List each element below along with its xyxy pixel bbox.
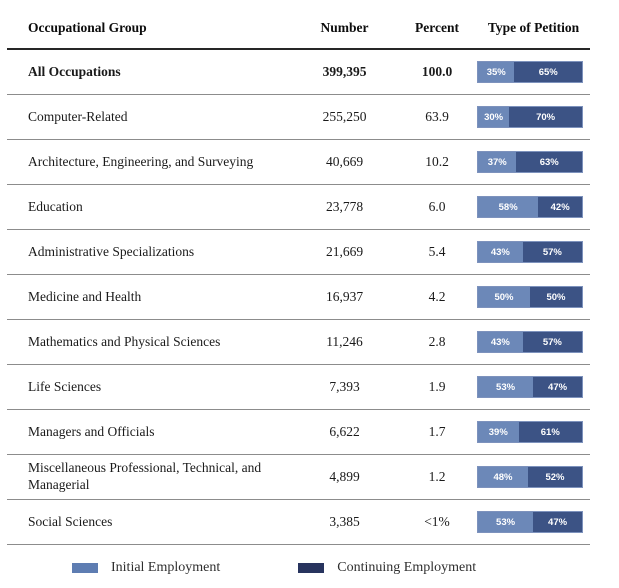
continuing-employment-swatch-icon bbox=[298, 563, 325, 573]
petition-table-figure: Occupational Group Number Percent Type o… bbox=[7, 8, 590, 576]
initial-employment-segment: 53% bbox=[478, 512, 534, 532]
table-row: Administrative Specializations 21,669 5.… bbox=[7, 230, 590, 275]
initial-employment-segment: 48% bbox=[478, 467, 528, 487]
table-row: Managers and Officials 6,622 1.7 39% 61% bbox=[7, 410, 590, 455]
continuing-employment-segment: 63% bbox=[516, 152, 582, 172]
table-row: Life Sciences 7,393 1.9 53% 47% bbox=[7, 365, 590, 410]
continuing-employment-segment: 57% bbox=[522, 242, 582, 262]
table-row: Computer-Related 255,250 63.9 30% 70% bbox=[7, 95, 590, 140]
row-percent-value: 1.2 bbox=[428, 469, 446, 484]
legend: Initial Employment Continuing Employment bbox=[7, 560, 590, 576]
row-group-label: Computer-Related bbox=[28, 108, 128, 124]
row-percent-value: 100.0 bbox=[421, 64, 453, 79]
row-group-label: All Occupations bbox=[28, 63, 121, 79]
initial-employment-segment: 43% bbox=[478, 242, 523, 262]
row-group-label: Mathematics and Physical Sciences bbox=[28, 333, 221, 349]
continuing-employment-segment: 70% bbox=[509, 107, 582, 127]
row-number-value: 23,778 bbox=[325, 199, 364, 214]
continuing-employment-segment: 57% bbox=[522, 332, 582, 352]
row-percent-value: 63.9 bbox=[425, 109, 449, 124]
row-percent-value: 1.7 bbox=[428, 424, 446, 439]
table-row: Education 23,778 6.0 58% 42% bbox=[7, 185, 590, 230]
initial-employment-segment: 50% bbox=[478, 287, 530, 307]
continuing-employment-segment: 50% bbox=[530, 287, 582, 307]
petition-stacked-bar: 53% 47% bbox=[477, 376, 583, 398]
legend-item-continuing: Continuing Employment bbox=[298, 560, 476, 576]
table-row: Medicine and Health 16,937 4.2 50% 50% bbox=[7, 275, 590, 320]
initial-employment-segment: 53% bbox=[478, 377, 534, 397]
row-number-value: 16,937 bbox=[325, 289, 364, 304]
row-group-label: Medicine and Health bbox=[28, 288, 142, 304]
row-number-value: 255,250 bbox=[322, 109, 367, 124]
petition-stacked-bar: 30% 70% bbox=[477, 106, 583, 128]
row-group-label: Architecture, Engineering, and Surveying bbox=[28, 153, 254, 169]
table-header-row: Occupational Group Number Percent Type o… bbox=[7, 8, 590, 50]
table-row: Miscellaneous Professional, Technical, a… bbox=[7, 455, 590, 500]
initial-employment-segment: 35% bbox=[478, 62, 515, 82]
legend-initial-label: Initial Employment bbox=[111, 560, 221, 575]
row-percent-value: 5.4 bbox=[428, 244, 446, 259]
row-percent-value: 4.2 bbox=[428, 289, 446, 304]
header-type-of-petition: Type of Petition bbox=[487, 20, 580, 35]
header-percent: Percent bbox=[415, 20, 459, 35]
petition-stacked-bar: 43% 57% bbox=[477, 331, 583, 353]
row-group-label: Managers and Officials bbox=[28, 423, 155, 439]
row-number-value: 6,622 bbox=[329, 424, 360, 439]
row-number-value: 4,899 bbox=[329, 469, 360, 484]
table-row: Mathematics and Physical Sciences 11,246… bbox=[7, 320, 590, 365]
continuing-employment-segment: 42% bbox=[538, 197, 582, 217]
table-row: Social Sciences 3,385 <1% 53% 47% bbox=[7, 500, 590, 545]
row-number-value: 11,246 bbox=[326, 334, 363, 349]
continuing-employment-segment: 52% bbox=[527, 467, 582, 487]
petition-stacked-bar: 39% 61% bbox=[477, 421, 583, 443]
continuing-employment-segment: 61% bbox=[518, 422, 582, 442]
petition-stacked-bar: 37% 63% bbox=[477, 151, 583, 173]
header-occupational-group: Occupational Group bbox=[28, 20, 147, 35]
row-group-label: Social Sciences bbox=[28, 513, 113, 529]
row-group-label: Miscellaneous Professional, Technical, a… bbox=[28, 460, 262, 492]
continuing-employment-segment: 65% bbox=[514, 62, 582, 82]
petition-stacked-bar: 48% 52% bbox=[477, 466, 583, 488]
legend-continuing-label: Continuing Employment bbox=[337, 560, 477, 575]
row-percent-value: 6.0 bbox=[428, 199, 446, 214]
table-body: All Occupations 399,395 100.0 35% 65% Co… bbox=[7, 50, 590, 545]
initial-employment-segment: 43% bbox=[478, 332, 523, 352]
row-number-value: 21,669 bbox=[325, 244, 364, 259]
row-number-value: 40,669 bbox=[325, 154, 364, 169]
row-number-value: 7,393 bbox=[329, 379, 360, 394]
petition-stacked-bar: 43% 57% bbox=[477, 241, 583, 263]
petition-stacked-bar: 50% 50% bbox=[477, 286, 583, 308]
header-number: Number bbox=[320, 20, 369, 35]
table-row: Architecture, Engineering, and Surveying… bbox=[7, 140, 590, 185]
initial-employment-swatch-icon bbox=[72, 563, 98, 573]
table-row: All Occupations 399,395 100.0 35% 65% bbox=[7, 50, 590, 95]
petition-stacked-bar: 35% 65% bbox=[477, 61, 583, 83]
initial-employment-segment: 30% bbox=[478, 107, 510, 127]
row-percent-value: <1% bbox=[424, 514, 450, 529]
initial-employment-segment: 39% bbox=[478, 422, 519, 442]
row-group-label: Administrative Specializations bbox=[28, 243, 195, 259]
continuing-employment-segment: 47% bbox=[533, 512, 582, 532]
petition-stacked-bar: 53% 47% bbox=[477, 511, 583, 533]
legend-item-initial: Initial Employment bbox=[72, 560, 220, 576]
continuing-employment-segment: 47% bbox=[533, 377, 582, 397]
row-percent-value: 10.2 bbox=[425, 154, 449, 169]
row-percent-value: 2.8 bbox=[428, 334, 446, 349]
petition-stacked-bar: 58% 42% bbox=[477, 196, 583, 218]
row-number-value: 3,385 bbox=[329, 514, 360, 529]
row-group-label: Education bbox=[28, 198, 83, 214]
row-number-value: 399,395 bbox=[322, 64, 367, 79]
initial-employment-segment: 58% bbox=[478, 197, 539, 217]
initial-employment-segment: 37% bbox=[478, 152, 517, 172]
row-percent-value: 1.9 bbox=[428, 379, 446, 394]
row-group-label: Life Sciences bbox=[28, 378, 102, 394]
